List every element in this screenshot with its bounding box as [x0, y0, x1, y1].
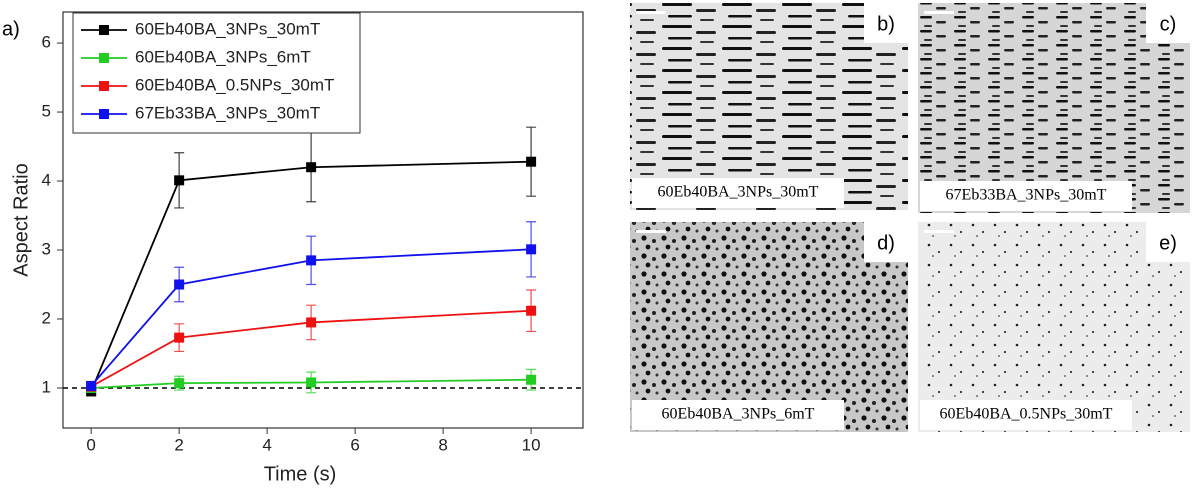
marker — [306, 317, 317, 328]
marker — [174, 175, 185, 186]
scale-bar — [636, 230, 666, 233]
scale-bar — [636, 11, 666, 14]
legend-box — [72, 12, 361, 134]
caption: 60Eb40BA_3NPs_6mT — [662, 406, 815, 423]
marker — [306, 377, 317, 388]
marker — [526, 156, 537, 167]
x-tick-label: 8 — [438, 435, 447, 454]
label-bg — [864, 222, 908, 262]
label-bg — [1146, 222, 1190, 262]
plot-frame — [62, 11, 584, 429]
series-line — [90, 160, 532, 392]
panel-label: a) — [2, 18, 20, 40]
caption: 60Eb40BA_0.5NPs_30mT — [940, 406, 1113, 423]
caption-bg — [632, 178, 844, 208]
marker — [174, 279, 185, 290]
legend-marker — [99, 109, 109, 119]
marker — [86, 380, 97, 391]
marker — [306, 255, 317, 266]
legend-marker — [99, 53, 109, 63]
scale-bar — [924, 11, 954, 14]
micrograph — [630, 3, 908, 210]
label-bg — [864, 3, 908, 43]
series-line — [91, 378, 532, 389]
marker — [526, 374, 537, 385]
y-tick-label: 1 — [42, 377, 51, 396]
legend-label: 67Eb33BA_3NPs_30mT — [135, 103, 320, 122]
micrograph — [918, 3, 1190, 213]
panel-label: c) — [1160, 13, 1177, 35]
y-tick-label: 3 — [42, 239, 51, 258]
legend-marker — [99, 81, 109, 91]
marker — [526, 305, 537, 316]
caption: 60Eb40BA_3NPs_30mT — [658, 184, 819, 201]
legend-label: 60Eb40BA_0.5NPs_30mT — [135, 75, 334, 94]
y-tick-label: 4 — [42, 171, 51, 190]
scale-bar — [924, 230, 954, 233]
x-tick-label: 4 — [262, 435, 271, 454]
caption-bg — [920, 400, 1132, 430]
panel-label: e) — [1159, 232, 1177, 254]
series-line — [90, 309, 532, 388]
y-tick-label: 5 — [42, 102, 51, 121]
series-line — [90, 248, 532, 387]
caption: 67Eb33BA_3NPs_30mT — [946, 187, 1107, 204]
y-axis-label: Aspect Ratio — [10, 163, 32, 276]
legend-label: 60Eb40BA_3NPs_6mT — [135, 47, 311, 66]
marker — [174, 332, 185, 343]
x-tick-label: 0 — [86, 435, 95, 454]
marker — [306, 162, 317, 173]
caption-bg — [632, 400, 844, 430]
x-tick-label: 2 — [174, 435, 183, 454]
marker — [526, 244, 537, 255]
caption-bg — [920, 181, 1132, 211]
y-tick-label: 6 — [42, 33, 51, 52]
legend-marker — [99, 25, 109, 35]
micrograph — [630, 222, 908, 432]
legend-label: 60Eb40BA_3NPs_30mT — [135, 19, 320, 38]
y-tick-label: 2 — [42, 308, 51, 327]
x-axis-label: Time (s) — [264, 463, 337, 485]
x-tick-label: 10 — [522, 435, 541, 454]
marker — [174, 378, 185, 389]
panel-label: b) — [877, 13, 895, 35]
micrograph — [918, 222, 1190, 432]
panel-label: d) — [877, 232, 895, 254]
label-bg — [1146, 3, 1190, 43]
x-tick-label: 6 — [350, 435, 359, 454]
